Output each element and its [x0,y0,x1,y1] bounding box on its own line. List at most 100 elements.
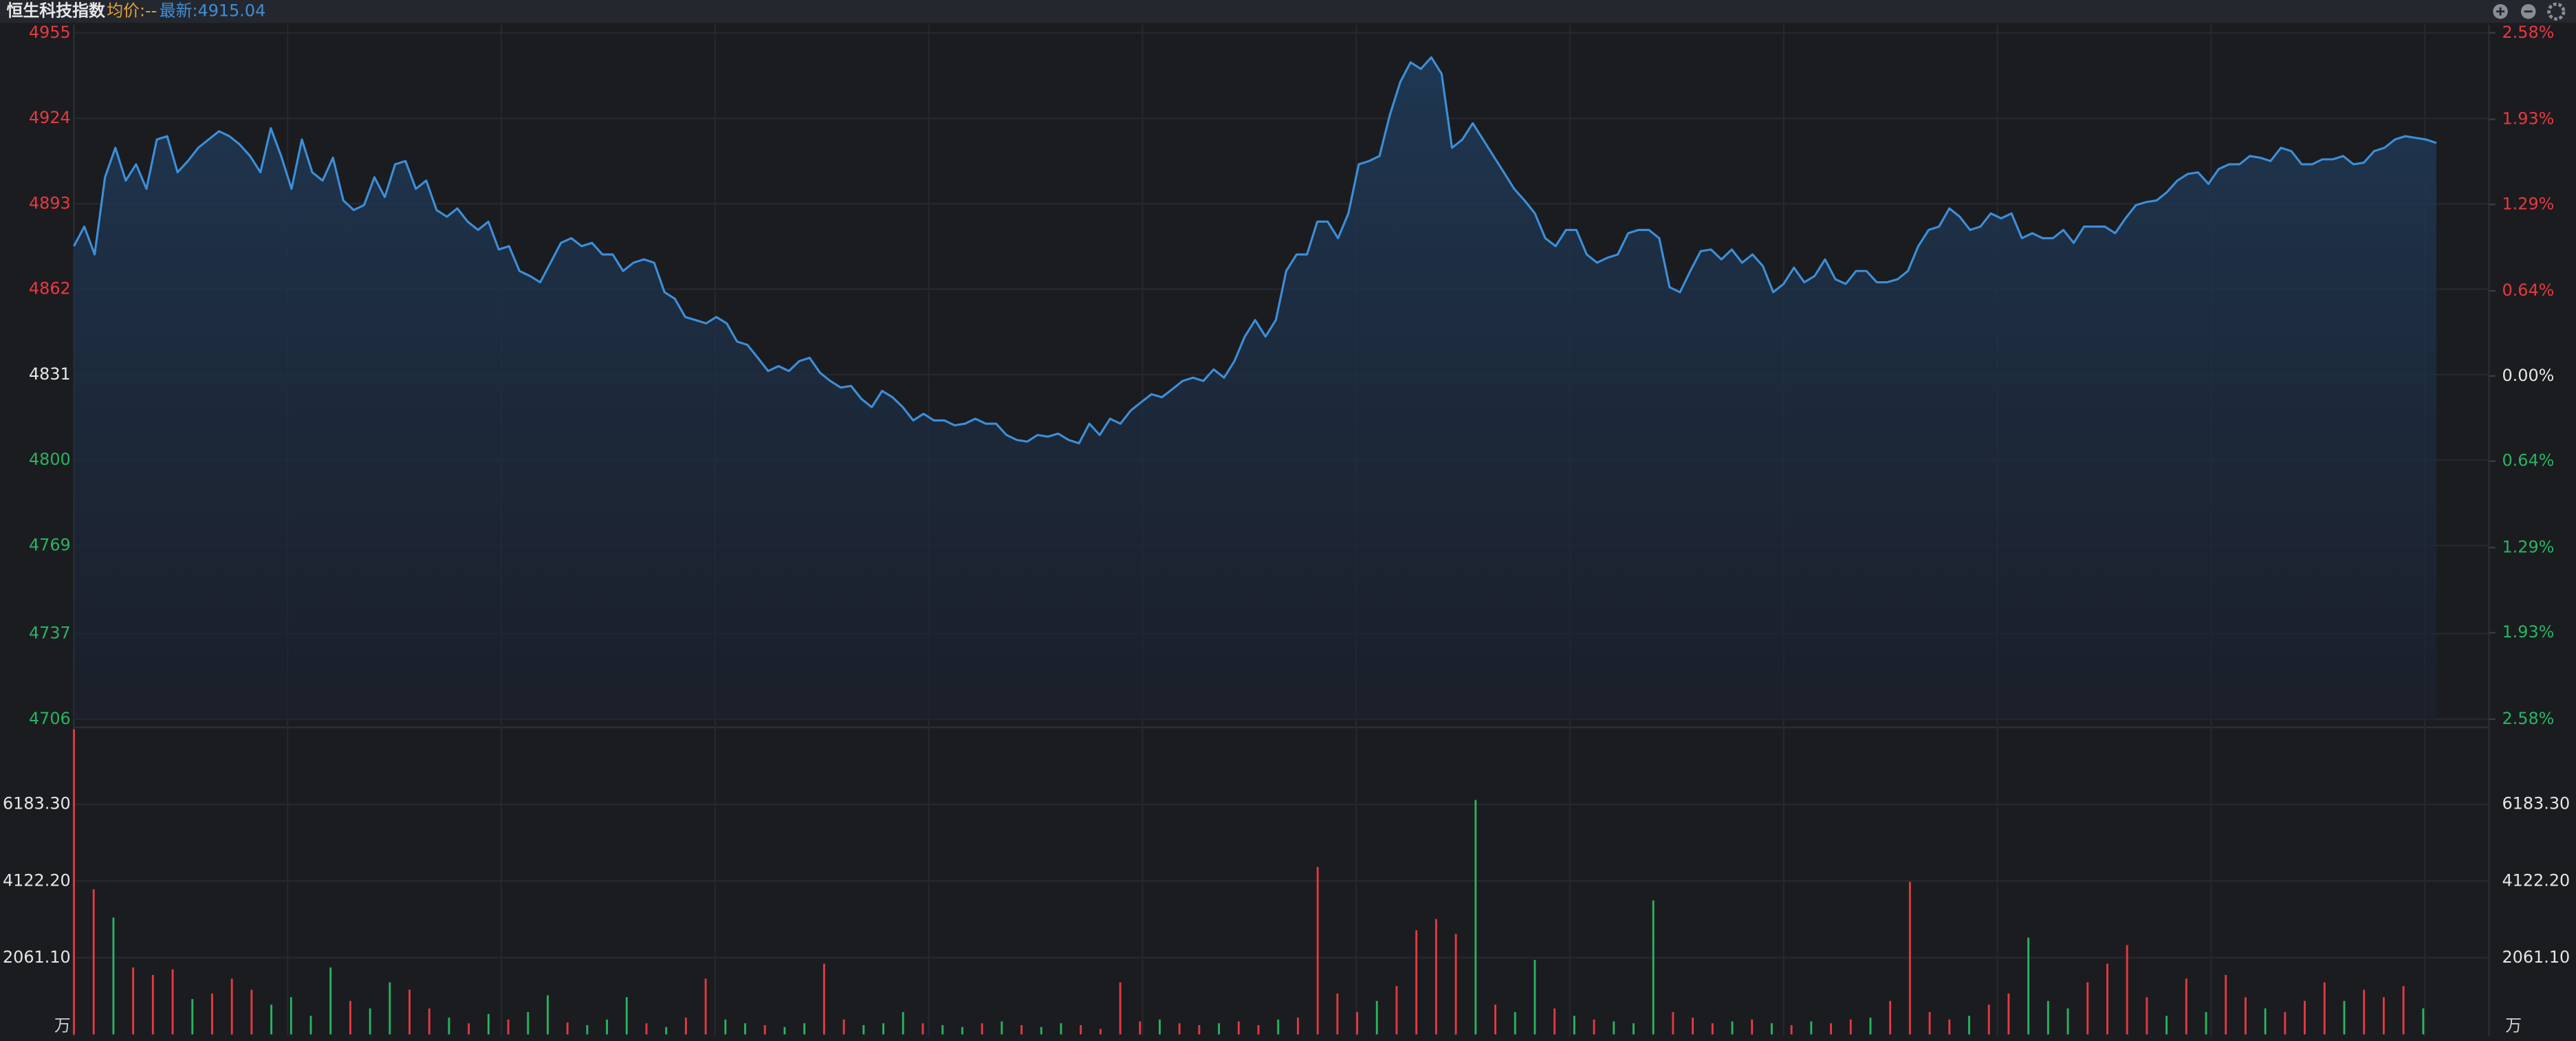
volume-bar [1020,1024,1023,1035]
y-tick-label: 4122.20 [3,870,71,890]
volume-bar [704,978,707,1035]
volume-bar [2422,1008,2425,1035]
header-bar [0,0,2576,23]
volume-bar [211,993,213,1035]
y-tick-label: 4831 [29,364,71,384]
volume-bar [1159,1019,1161,1035]
volume-bar [882,1023,884,1035]
volume-bar [1869,1018,1872,1035]
volume-bar [2284,1011,2286,1035]
volume-bar [1692,1018,1694,1035]
volume-bar [1474,800,1477,1035]
volume-bar [1415,930,1418,1035]
volume-bar [1731,1021,1734,1035]
settings-button[interactable] [2547,2,2566,21]
volume-bar [1652,900,1655,1035]
y-tick-label: 6183.30 [3,794,71,813]
volume-bar [1948,1019,1951,1035]
volume-bar [230,978,233,1035]
volume-bar [1908,881,1911,1035]
volume-bar [606,1019,609,1035]
volume-unit-right: 万 [2505,1016,2522,1035]
volume-bar [2323,982,2326,1035]
y2-tick-label: 1.93% [2502,109,2554,129]
volume-bar [1454,934,1457,1035]
y-tick-label: 4769 [29,535,71,554]
volume-bar [2106,963,2108,1035]
volume-bar [1277,1019,1280,1035]
volume-bar [1297,1018,1299,1035]
volume-bar [763,1024,766,1035]
volume-bar [744,1023,747,1035]
volume-bar [1178,1023,1181,1035]
volume-bar [270,1005,273,1035]
volume-bar [1080,1024,1082,1035]
volume-bar [1968,1016,1970,1035]
volume-bar [1099,1029,1102,1035]
volume-bar [389,982,391,1035]
y-tick-label: 4862 [29,279,71,298]
volume-bar [803,1023,806,1035]
volume-bar [1237,1021,1240,1035]
volume-bar [1434,919,1437,1035]
volume-bar [1001,1021,1003,1035]
volume-bar [2027,937,2030,1035]
volume-bar [2382,997,2385,1035]
volume-bar [151,974,154,1035]
y2-tick-label: 2.58% [2502,23,2554,42]
y2-tick-label: 0.64% [2502,451,2554,470]
volume-bar [586,1024,589,1035]
y-tick-label: 4893 [29,193,71,212]
volume-bar [862,1024,865,1035]
volume-bar [1119,982,1122,1035]
volume-bar [1040,1027,1043,1035]
volume-bar [487,1013,490,1035]
volume-bar [1553,1008,1556,1035]
volume-bar [1257,1024,1260,1035]
price-line [73,56,2437,445]
y-tick-label: 4924 [29,108,71,127]
volume-bar [329,967,332,1035]
volume-bar [2046,1000,2049,1035]
volume-bar [902,1011,904,1035]
volume-bar [1514,1011,1516,1035]
volume-bar [92,889,95,1035]
volume-bar [1139,1021,1142,1035]
toolbar [2493,2,2566,21]
volume-bar [1830,1023,1832,1035]
volume-bar [1889,1000,1892,1035]
volume-bar [822,963,825,1035]
volume-bar [1711,1023,1714,1035]
volume-bar [2165,1016,2168,1035]
volume-bar [941,1024,944,1035]
y2-tick-label: 2.58% [2502,709,2554,728]
volume-bar [1810,1021,1813,1035]
volume-bar [408,989,411,1035]
volume-bar [2205,1011,2207,1035]
volume-bar [724,1019,727,1035]
volume-bar [2402,986,2405,1035]
y-tick-label-right: 2061.10 [2502,947,2570,967]
volume-bar [2343,1000,2346,1035]
volume-bar [842,1019,845,1035]
volume-bar [1790,1024,1793,1035]
y-tick-label-right: 4122.20 [2502,870,2570,890]
volume-bar [981,1023,983,1035]
y-tick-label: 4800 [29,450,71,469]
volume-bar [2245,997,2247,1035]
volume-bar [2225,974,2227,1035]
volume-bar [428,1008,430,1035]
volume-bar [665,1027,668,1035]
volume-bar [783,1027,786,1035]
volume-bar [2007,993,2010,1035]
volume-bar [1198,1024,1201,1035]
volume-bar [1613,1021,1615,1035]
volume-bar [2264,1008,2267,1035]
volume-bar [625,997,628,1035]
price-area [74,57,2436,719]
volume-bar [309,1016,312,1035]
volume-bar [1928,1011,1931,1035]
volume-bar [2185,978,2187,1035]
volume-bar [171,969,174,1035]
